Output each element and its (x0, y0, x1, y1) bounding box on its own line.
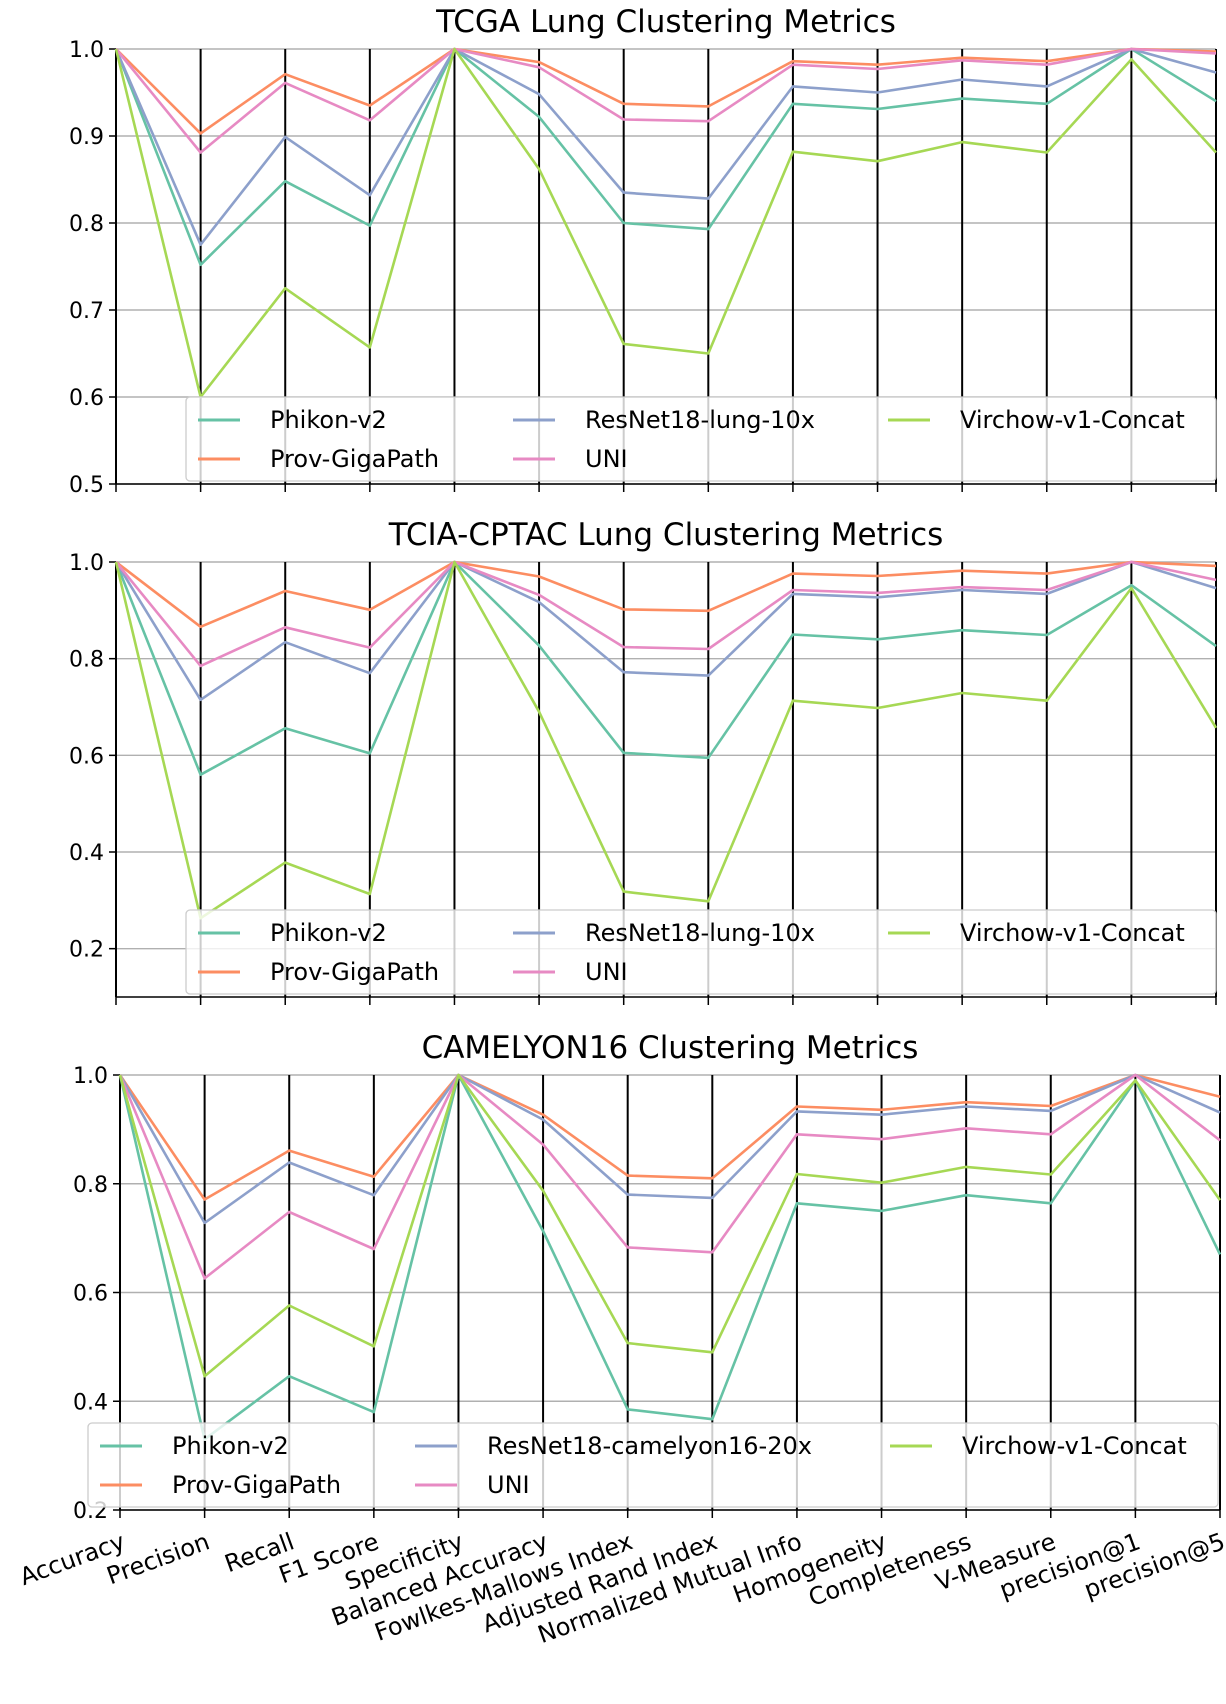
series-line-phikon-v2 (118, 1073, 1222, 1441)
legend-label: Prov-GigaPath (270, 445, 439, 473)
series-line-prov-gigapath (118, 1073, 1221, 1201)
y-tick-label: 0.9 (69, 125, 104, 150)
legend-label: Virchow-v1-Concat (962, 1432, 1187, 1460)
y-tick-label: 0.6 (73, 1282, 108, 1307)
chart-panel-2: TCIA-CPTAC Lung Clustering Metrics 0.2 0.4… (69, 517, 1218, 1005)
y-tick-label: 0.2 (69, 938, 104, 963)
series-line-virchow-v1-concat (114, 560, 1218, 920)
y-tick-label: 0.8 (69, 212, 104, 237)
y-tick-label: 0.7 (69, 299, 104, 324)
series-line-resnet18-lung-10x (114, 560, 1217, 702)
legend: Phikon-v2 Prov-GigaPath ResNet18-lung-10x U… (185, 909, 1217, 995)
legend-label: UNI (585, 958, 628, 986)
chart-panel-3: CAMELYON16 Clustering Metrics0.20.40.60.… (16, 1030, 1226, 1649)
chart-title: TCGA Lung Clustering Metrics (435, 4, 896, 40)
legend-label: Phikon-v2 (172, 1432, 289, 1460)
legend-label: Virchow-v1-Concat (960, 919, 1185, 947)
legend-box (87, 1422, 1219, 1508)
legend-label: ResNet18-lung-10x (585, 919, 815, 947)
legend: Phikon-v2 Prov-GigaPath ResNet18-camelyon1… (87, 1422, 1219, 1508)
legend-label: UNI (487, 1471, 530, 1499)
series-line-virchow-v1-concat (114, 47, 1217, 399)
series-line-prov-gigapath (115, 47, 1217, 135)
series-line-uni (114, 47, 1217, 154)
y-tick-label: 0.8 (73, 1173, 108, 1198)
legend-label: ResNet18-camelyon16-20x (487, 1432, 812, 1460)
y-tick-label: 0.4 (69, 841, 104, 866)
series-line-resnet18-camelyon16-20x (118, 1073, 1221, 1225)
legend-label: Phikon-v2 (270, 406, 387, 434)
y-tick-label: 1.0 (73, 1064, 108, 1089)
legend-label: Prov-GigaPath (172, 1471, 341, 1499)
legend-label: ResNet18-lung-10x (585, 406, 815, 434)
chart-title: TCIA-CPTAC Lung Clustering Metrics (388, 517, 944, 553)
legend-label: Virchow-v1-Concat (960, 406, 1185, 434)
y-tick-label: 0.8 (69, 648, 104, 673)
legend-label: Prov-GigaPath (270, 958, 439, 986)
legend: Phikon-v2 Prov-GigaPath ResNet18-lung-10x U… (185, 396, 1217, 482)
y-tick-label: 1.0 (69, 38, 104, 63)
chart-title: CAMELYON16 Clustering Metrics (422, 1030, 919, 1066)
series-line-uni (114, 560, 1217, 668)
series-line-phikon-v2 (114, 560, 1217, 777)
y-tick-label: 0.6 (69, 386, 104, 411)
chart-panel-1: TCGA Lung Clustering Metrics 0.5 0.6 0.7 0.8… (69, 4, 1217, 498)
series-line-resnet18-lung-10x (114, 47, 1217, 246)
series-line-virchow-v1-concat (118, 1073, 1222, 1378)
y-tick-label: 0.6 (69, 744, 104, 769)
series-line-phikon-v2 (114, 47, 1217, 267)
y-tick-label: 0.5 (69, 473, 104, 498)
legend-label: UNI (585, 445, 628, 473)
y-tick-label: 0.4 (73, 1390, 108, 1415)
y-tick-label: 1.0 (69, 551, 104, 576)
legend-box (185, 396, 1217, 482)
legend-label: Phikon-v2 (270, 919, 387, 947)
legend-box (185, 909, 1217, 995)
series-line-uni (118, 1073, 1221, 1280)
series-line-prov-gigapath (115, 560, 1217, 629)
